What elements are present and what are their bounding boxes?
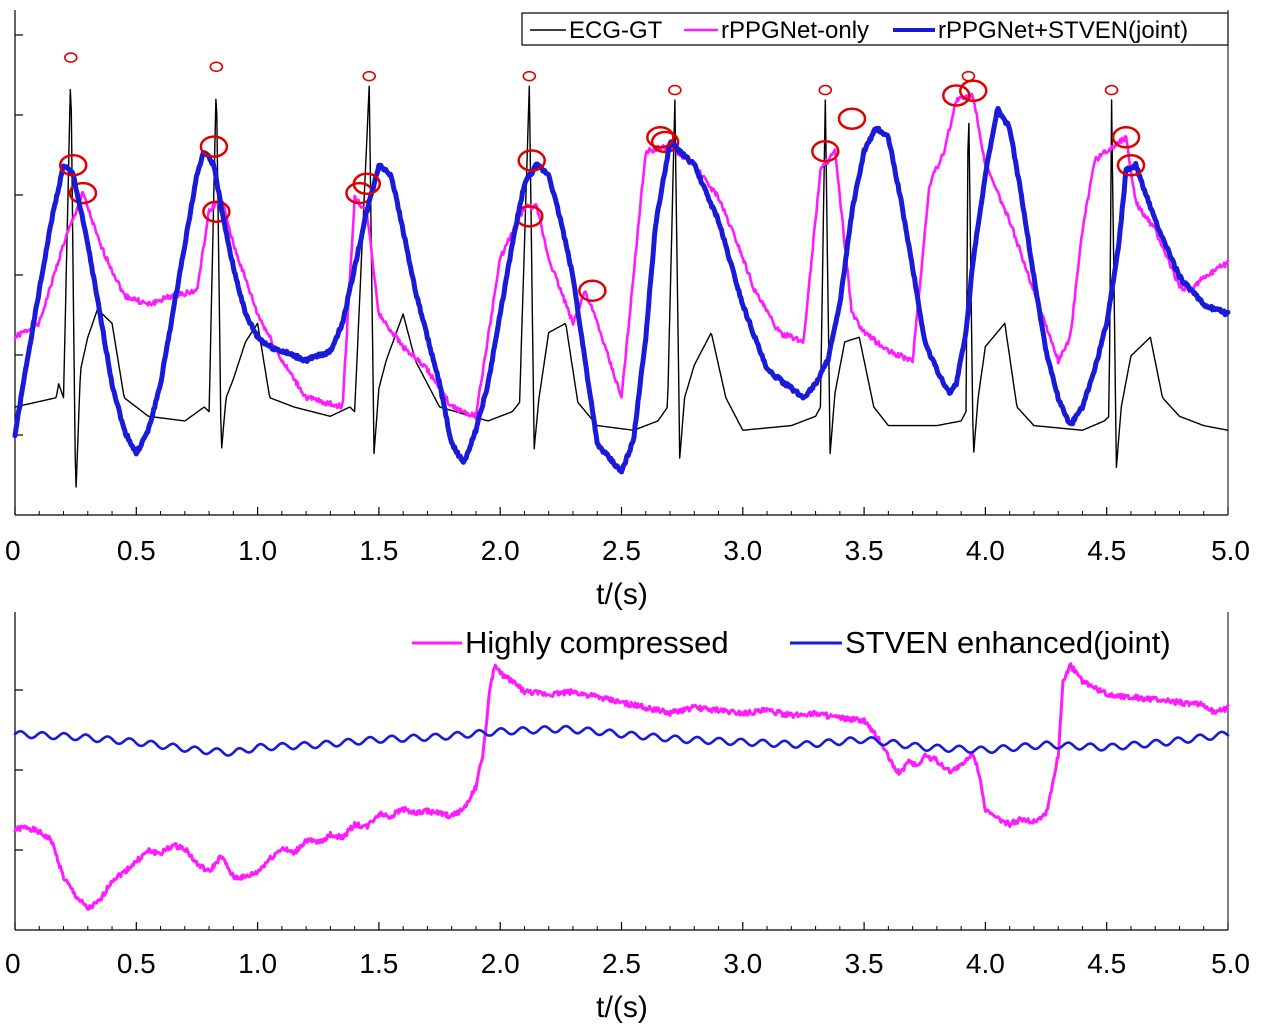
x-tick-label: 0.5	[117, 948, 156, 979]
ecg-r-peak-marker	[63, 52, 78, 63]
ecg-r-peak-marker	[668, 84, 682, 96]
ecg-r-peak-marker	[362, 70, 376, 82]
peak-marker	[811, 140, 840, 163]
top-plot-area	[12, 10, 1231, 516]
bottom-x-axis: 0 0.5 1.0 1.5 2.0 2.5 3.0 3.5 4.0 4.5 5.0	[5, 922, 1250, 979]
x-tick-label: 1.5	[359, 948, 398, 979]
peak-marker	[517, 149, 546, 172]
compression-chart: 0 0.5 1.0 1.5 2.0 2.5 3.0 3.5 4.0 4.5 5.0 t/(s) Hi…	[5, 612, 1250, 1024]
peak-marker	[68, 181, 98, 205]
x-tick-label: 4.5	[1087, 948, 1126, 979]
series-line-stven-enhanced-joint-	[13, 724, 1230, 757]
peak-marker	[650, 130, 680, 154]
ecg-r-peak-marker	[818, 84, 833, 96]
x-tick-label: 3.0	[723, 535, 762, 566]
peak-marker	[578, 279, 607, 302]
peak-marker	[352, 172, 382, 196]
peak-marker	[942, 84, 971, 107]
top-x-axis-label: t/(s)	[596, 578, 648, 611]
legend-label-highly-compressed: Highly compressed	[465, 625, 729, 660]
x-tick-label: 0	[5, 535, 21, 566]
x-tick-label: 2.0	[481, 535, 520, 566]
peak-marker	[1116, 153, 1146, 177]
top-x-axis: 0 0.5 1.0 1.5 2.0 2.5 3.0 3.5 4.0 4.5 5.0	[5, 507, 1250, 566]
top-legend: ECG-GT rPPGNet-only rPPGNet+STVEN(joint)	[521, 12, 1229, 46]
ecg-rppg-chart: 0 0.5 1.0 1.5 2.0 2.5 3.0 3.5 4.0 4.5 5.0 t/(s) EC…	[5, 10, 1250, 611]
ecg-r-peak-marker	[1104, 84, 1119, 96]
series-line-highly-compressed	[13, 662, 1230, 911]
peak-marker	[646, 126, 675, 149]
series-line-rppgnet-only	[13, 92, 1230, 421]
x-tick-label: 2.5	[602, 535, 641, 566]
legend-label-rppgnet-only: rPPGNet-only	[721, 17, 869, 44]
x-tick-label: 3.0	[723, 948, 762, 979]
peak-marker	[202, 200, 231, 223]
x-tick-label: 2.5	[602, 948, 641, 979]
x-tick-label: 1.0	[238, 948, 277, 979]
x-tick-label: 4.0	[966, 948, 1005, 979]
x-tick-label: 4.5	[1087, 535, 1126, 566]
series-line-rppgnet-stven-joint-	[12, 105, 1231, 475]
x-tick-label: 3.5	[845, 535, 884, 566]
legend-label-ecg: ECG-GT	[569, 17, 663, 44]
x-tick-label: 3.5	[845, 948, 884, 979]
x-tick-label: 0	[5, 948, 21, 979]
x-tick-label: 1.5	[359, 535, 398, 566]
peak-marker	[199, 135, 229, 158]
x-tick-label: 5.0	[1211, 535, 1250, 566]
bottom-x-axis-label: t/(s)	[596, 991, 648, 1024]
bottom-legend: Highly compressed STVEN enhanced(joint)	[412, 625, 1171, 660]
legend-label-stven-enhanced: STVEN enhanced(joint)	[845, 625, 1171, 660]
peak-marker	[1111, 126, 1141, 149]
series-line-ecg-gt	[14, 85, 1229, 488]
x-tick-label: 0.5	[117, 535, 156, 566]
legend-label-rppgnet-stven: rPPGNet+STVEN(joint)	[938, 17, 1188, 44]
x-tick-label: 5.0	[1211, 948, 1250, 979]
peak-marker	[58, 153, 88, 177]
x-tick-label: 1.0	[238, 535, 277, 566]
ecg-r-peak-marker	[209, 61, 224, 73]
x-tick-label: 2.0	[481, 948, 520, 979]
x-tick-label: 4.0	[966, 535, 1005, 566]
ecg-r-peak-marker	[522, 70, 537, 82]
ecg-r-peak-marker	[961, 70, 976, 82]
peak-marker	[837, 107, 867, 130]
peak-marker	[959, 79, 988, 103]
